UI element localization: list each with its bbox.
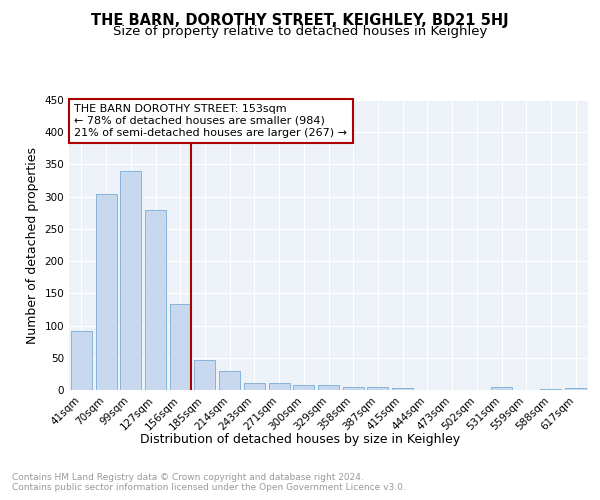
Bar [343, 388, 364, 390]
Text: Contains HM Land Registry data © Crown copyright and database right 2024.
Contai: Contains HM Land Registry data © Crown c… [12, 472, 406, 492]
Bar [71, 330, 92, 390]
Bar [194, 360, 215, 390]
Text: THE BARN, DOROTHY STREET, KEIGHLEY, BD21 5HJ: THE BARN, DOROTHY STREET, KEIGHLEY, BD21… [91, 12, 509, 28]
Bar [541, 388, 562, 390]
Bar [95, 194, 116, 390]
Bar [565, 388, 586, 390]
Bar [318, 385, 339, 390]
Bar [145, 210, 166, 390]
Bar [392, 388, 413, 390]
Bar [219, 370, 240, 390]
Y-axis label: Number of detached properties: Number of detached properties [26, 146, 39, 344]
Bar [491, 388, 512, 390]
Bar [293, 386, 314, 390]
Bar [269, 383, 290, 390]
Bar [244, 383, 265, 390]
Bar [170, 304, 191, 390]
Bar [120, 171, 141, 390]
Text: Distribution of detached houses by size in Keighley: Distribution of detached houses by size … [140, 432, 460, 446]
Bar [367, 388, 388, 390]
Text: Size of property relative to detached houses in Keighley: Size of property relative to detached ho… [113, 25, 487, 38]
Text: THE BARN DOROTHY STREET: 153sqm
← 78% of detached houses are smaller (984)
21% o: THE BARN DOROTHY STREET: 153sqm ← 78% of… [74, 104, 347, 138]
